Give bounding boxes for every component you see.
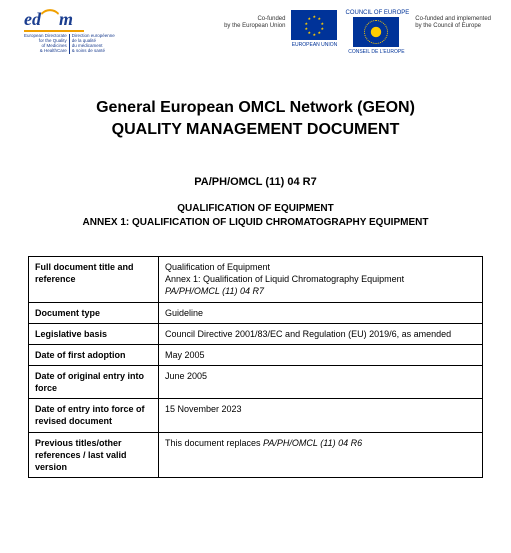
table-cell-label: Legislative basis [29, 323, 159, 344]
table-row: Previous titles/other references / last … [29, 432, 483, 477]
table-cell-value: June 2005 [159, 366, 483, 399]
table-row: Date of first adoption May 2005 [29, 344, 483, 365]
cofunded-eu-text: Co-fundedby the European Union [224, 10, 285, 30]
table-cell-value: 15 November 2023 [159, 399, 483, 432]
table-cell-label: Date of original entry into force [29, 366, 159, 399]
table-cell-label: Document type [29, 302, 159, 323]
edqm-logo-block: ed⌒m European Directoratefor the Quality… [24, 10, 115, 54]
sub-heading: QUALIFICATION OF EQUIPMENT ANNEX 1: QUAL… [0, 202, 511, 230]
document-reference: PA/PH/OMCL (11) 04 R7 [0, 176, 511, 188]
table-value-text: June 2005 [165, 371, 207, 381]
table-value-text: Guideline [165, 308, 203, 318]
edqm-logo-arc-icon: ⌒ [41, 9, 59, 29]
table-value-text: PA/PH/OMCL (11) 04 R6 [263, 438, 362, 448]
header-row: ed⌒m European Directoratefor the Quality… [0, 0, 511, 55]
table-value-text: Qualification of Equipment [165, 262, 270, 272]
edqm-logo-text-1: ed [24, 9, 41, 29]
main-title: General European OMCL Network (GEON) QUA… [0, 97, 511, 140]
table-cell-value: Qualification of Equipment Annex 1: Quali… [159, 257, 483, 302]
edqm-tagline: European Directoratefor the Qualityof Me… [24, 34, 115, 54]
eu-flag-label: EUROPEAN UNION [292, 42, 338, 48]
edqm-underline [24, 30, 84, 32]
edqm-tagline-fr: Direction européennede la qualitédu médi… [72, 34, 115, 54]
table-value-text: This document replaces [165, 438, 263, 448]
table-value-text: May 2005 [165, 350, 205, 360]
table-row: Date of entry into force of revised docu… [29, 399, 483, 432]
coe-implemented-text: Co-funded and implementedby the Council … [415, 10, 491, 30]
metadata-table: Full document title and referenceQualifi… [28, 256, 483, 478]
table-value-text: 15 November 2023 [165, 404, 242, 414]
table-cell-label: Date of first adoption [29, 344, 159, 365]
table-row: Document type Guideline [29, 302, 483, 323]
table-cell-value: Council Directive 2001/83/EC and Regulat… [159, 323, 483, 344]
metadata-table-body: Full document title and referenceQualifi… [29, 257, 483, 478]
table-cell-value: May 2005 [159, 344, 483, 365]
table-value-text: PA/PH/OMCL (11) 04 R7 [165, 286, 264, 296]
funders-block: Co-fundedby the European Union ★★ ★★ ★★ … [224, 10, 491, 55]
coe-circle-icon [366, 22, 386, 42]
table-row: Full document title and referenceQualifi… [29, 257, 483, 302]
sub-heading-line-1: QUALIFICATION OF EQUIPMENT [0, 202, 511, 216]
edqm-logo-text-2: m [59, 9, 73, 29]
table-cell-label: Previous titles/other references / last … [29, 432, 159, 477]
edqm-logo: ed⌒m [24, 10, 73, 28]
table-row: Legislative basis Council Directive 2001/… [29, 323, 483, 344]
table-value-text: Council Directive 2001/83/EC and Regulat… [165, 329, 451, 339]
coe-head-label: COUNCIL OF EUROPE [343, 10, 409, 16]
title-line-1: General European OMCL Network (GEON) [20, 97, 491, 119]
table-value-text: Annex 1: Qualification of Liquid Chromat… [165, 274, 404, 284]
table-row: Date of original entry into force June 20… [29, 366, 483, 399]
table-cell-label: Date of entry into force of revised docu… [29, 399, 159, 432]
table-cell-value: This document replaces PA/PH/OMCL (11) 0… [159, 432, 483, 477]
title-line-2: QUALITY MANAGEMENT DOCUMENT [20, 119, 491, 141]
coe-flag-block: COUNCIL OF EUROPE CONSEIL DE L'EUROPE [343, 10, 409, 55]
table-cell-label: Full document title and reference [29, 257, 159, 302]
coe-flag-label: CONSEIL DE L'EUROPE [348, 49, 404, 55]
sub-heading-line-2: ANNEX 1: QUALIFICATION OF LIQUID CHROMAT… [0, 216, 511, 230]
eu-flag-icon: ★★ ★★ ★★ ★★ ★★ [291, 10, 337, 40]
eu-flag-block: ★★ ★★ ★★ ★★ ★★ EUROPEAN UNION [291, 10, 337, 48]
edqm-tagline-en: European Directoratefor the Qualityof Me… [24, 34, 70, 54]
coe-flag-icon [353, 17, 399, 47]
eu-stars-icon: ★★ ★★ ★★ ★★ ★★ [304, 15, 324, 35]
table-cell-value: Guideline [159, 302, 483, 323]
